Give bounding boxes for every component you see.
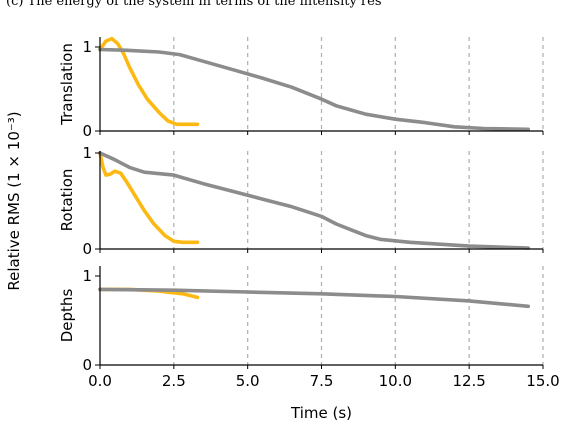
panel-depths: 0 1 Depths [58, 266, 544, 374]
series-line-b [98, 47, 531, 132]
panel-rotation: 0 1 Rotation [58, 144, 544, 258]
x-axis-label: Time (s) [290, 404, 352, 422]
x-tick-label: 15.0 [526, 372, 559, 390]
panels-group: 0 1 Translation 0 1 Rotation 0 1 Depths 0.0 2.5 5.0… [58, 36, 560, 390]
y-tick-label: 0 [82, 240, 92, 258]
y-tick-label: 0 [82, 356, 92, 374]
series-line-b [98, 151, 531, 250]
x-tick-label: 10.0 [379, 372, 412, 390]
y-tick-label: 1 [82, 144, 92, 162]
series-line-a [98, 36, 200, 127]
figure-caption-fragment: (c) The energy of the system in terms of… [6, 0, 382, 9]
x-tick-label: 0.0 [88, 372, 112, 390]
x-tick-label: 5.0 [236, 372, 260, 390]
x-tick-label: 2.5 [162, 372, 186, 390]
x-tick-label: 7.5 [310, 372, 334, 390]
series-line-a [98, 151, 200, 245]
panel-label: Depths [58, 289, 76, 343]
panel-label: Rotation [58, 169, 76, 232]
panel-translation: 0 1 Translation [58, 36, 544, 140]
y-tick-label: 1 [82, 267, 92, 285]
series-line-b [98, 287, 531, 309]
y-tick-label: 0 [82, 122, 92, 140]
y-axis-label: Relative RMS (1 × 10⁻³) [5, 111, 23, 290]
x-tick-label: 12.5 [452, 372, 485, 390]
y-tick-label: 1 [82, 38, 92, 56]
panel-label: Translation [58, 43, 76, 126]
